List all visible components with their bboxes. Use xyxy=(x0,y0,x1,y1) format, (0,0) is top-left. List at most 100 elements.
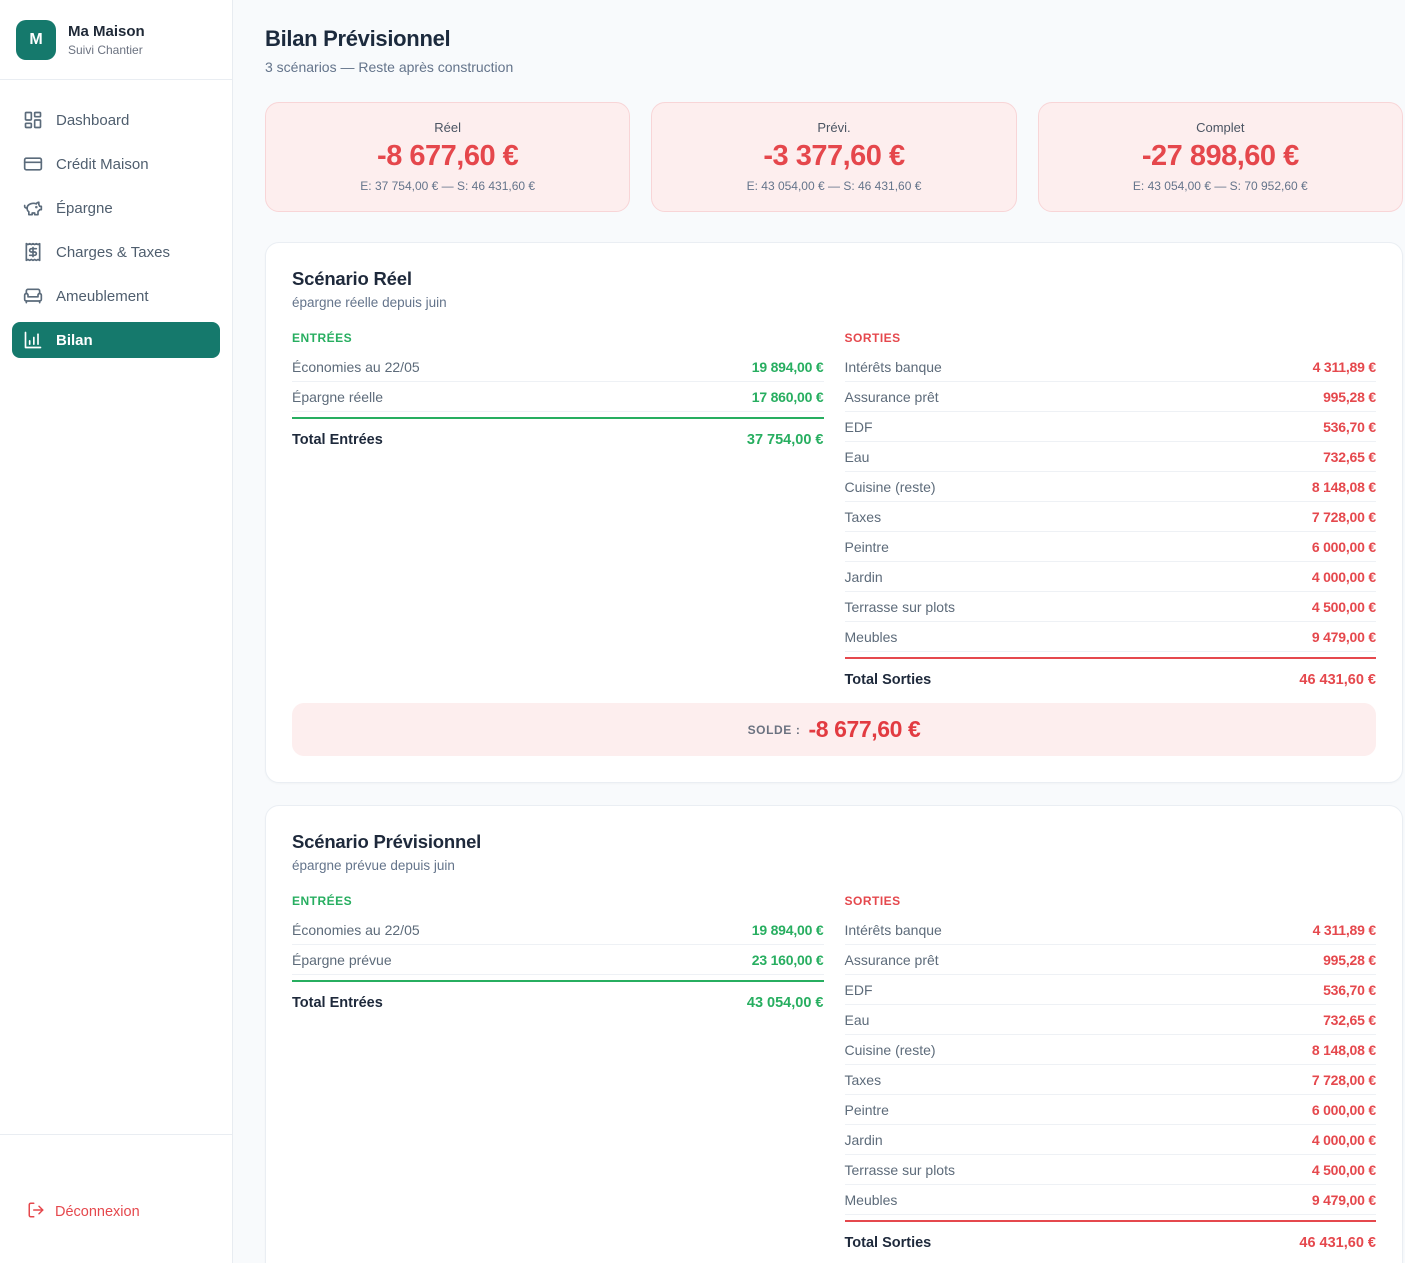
total-value: 43 054,00 € xyxy=(746,995,824,1011)
row-value: 995,28 € xyxy=(1323,951,1376,968)
bar-chart-icon xyxy=(23,330,43,350)
summary-card-reel: Réel -8 677,60 € E: 37 754,00 € — S: 46 … xyxy=(265,102,631,212)
solde-value: -8 677,60 € xyxy=(808,716,921,742)
sortie-row: EDF 536,70 € xyxy=(844,412,1376,442)
sorties-total-row: Total Sorties 46 431,60 € xyxy=(844,1220,1376,1251)
scenario-title: Scénario Réel xyxy=(292,268,412,289)
entries-total-row: Total Entrées 43 054,00 € xyxy=(292,980,824,1011)
row-label: Économies au 22/05 xyxy=(292,358,420,375)
row-value: 536,70 € xyxy=(1323,981,1376,998)
sortie-row: Cuisine (reste) 8 148,08 € xyxy=(844,1035,1376,1065)
row-label: Peintre xyxy=(844,538,889,555)
row-value: 4 500,00 € xyxy=(1311,1161,1376,1178)
row-value: 19 894,00 € xyxy=(751,921,824,938)
summary-amount: -8 677,60 € xyxy=(377,140,519,172)
scenario-subtitle: épargne prévue depuis juin xyxy=(292,858,455,873)
row-label: Eau xyxy=(844,448,870,465)
row-label: Peintre xyxy=(844,1101,889,1118)
page-subtitle: 3 scénarios — Reste après construction xyxy=(265,59,514,75)
row-label: Jardin xyxy=(844,1131,883,1148)
sortie-row: Eau 732,65 € xyxy=(844,442,1376,472)
sidebar-item-charges-taxes[interactable]: Charges & Taxes xyxy=(12,234,220,270)
scenario-card-reel: Scénario Réel épargne réelle depuis juin… xyxy=(265,242,1403,783)
summary-detail: E: 43 054,00 € — S: 46 431,60 € xyxy=(746,179,922,193)
sortie-row: Terrasse sur plots 4 500,00 € xyxy=(844,592,1376,622)
row-value: 4 311,89 € xyxy=(1312,921,1377,938)
piggy-bank-icon xyxy=(23,198,43,218)
sortie-row: Taxes 7 728,00 € xyxy=(844,1065,1376,1095)
entry-row: Épargne réelle 17 860,00 € xyxy=(292,382,824,412)
row-label: Terrasse sur plots xyxy=(844,1161,955,1178)
summary-label: Prévi. xyxy=(817,120,851,135)
scenario-title: Scénario Prévisionnel xyxy=(292,831,482,852)
sorties-heading: SORTIES xyxy=(844,331,901,345)
scenario-subtitle: épargne réelle depuis juin xyxy=(292,295,447,310)
row-value: 995,28 € xyxy=(1323,388,1376,405)
row-value: 17 860,00 € xyxy=(751,388,824,405)
entries-heading: ENTRÉES xyxy=(292,894,353,908)
summary-card-complet: Complet -27 898,60 € E: 43 054,00 € — S:… xyxy=(1037,102,1403,212)
row-label: EDF xyxy=(844,418,873,435)
sortie-row: Intérêts banque 4 311,89 € xyxy=(844,915,1377,945)
row-value: 732,65 € xyxy=(1323,1011,1376,1028)
sidebar-item-bilan[interactable]: Bilan xyxy=(12,322,220,358)
row-label: Intérêts banque xyxy=(844,358,942,375)
dashboard-grid-icon xyxy=(23,110,43,130)
row-label: Meubles xyxy=(844,628,898,645)
total-label: Total Entrées xyxy=(292,432,383,448)
row-label: Cuisine (reste) xyxy=(844,478,936,495)
sorties-heading: SORTIES xyxy=(844,894,901,908)
sorties-column: SORTIES Intérêts banque 4 311,89 € Assur… xyxy=(844,894,1377,1251)
row-value: 536,70 € xyxy=(1323,418,1376,435)
row-label: Taxes xyxy=(844,1071,882,1088)
app-logo: M xyxy=(16,20,56,60)
row-value: 8 148,08 € xyxy=(1311,478,1376,495)
row-label: Meubles xyxy=(844,1191,898,1208)
row-value: 732,65 € xyxy=(1323,448,1376,465)
sidebar-nav: Dashboard Crédit Maison Épargne Charges … xyxy=(0,80,232,380)
sidebar-divider-top xyxy=(0,79,232,80)
sidebar-item-credit-maison[interactable]: Crédit Maison xyxy=(12,146,220,182)
main-content: Bilan Prévisionnel 3 scénarios — Reste a… xyxy=(233,0,1405,1263)
scenario-card-previsionnel: Scénario Prévisionnel épargne prévue dep… xyxy=(265,805,1403,1263)
app-name: Ma Maison xyxy=(68,23,145,40)
logout-label: Déconnexion xyxy=(55,1204,140,1220)
sortie-row: Cuisine (reste) 8 148,08 € xyxy=(844,472,1376,502)
total-label: Total Sorties xyxy=(844,1235,932,1251)
sortie-row: Meubles 9 479,00 € xyxy=(844,622,1376,652)
scenario-columns: ENTRÉES Économies au 22/05 19 894,00 € É… xyxy=(292,331,1376,688)
sofa-icon xyxy=(23,286,43,306)
entries-heading: ENTRÉES xyxy=(292,331,353,345)
sortie-row: Terrasse sur plots 4 500,00 € xyxy=(844,1155,1376,1185)
row-value: 9 479,00 € xyxy=(1311,1191,1376,1208)
app-subtitle: Suivi Chantier xyxy=(68,43,143,57)
receipt-icon xyxy=(23,242,43,262)
sidebar-item-epargne[interactable]: Épargne xyxy=(12,190,220,226)
sorties-column: SORTIES Intérêts banque 4 311,89 € Assur… xyxy=(844,331,1376,688)
row-label: Cuisine (reste) xyxy=(844,1041,936,1058)
row-label: Eau xyxy=(844,1011,870,1028)
sortie-row: Assurance prêt 995,28 € xyxy=(844,382,1376,412)
sidebar-item-label: Épargne xyxy=(56,199,113,217)
solde-banner: SOLDE : -8 677,60 € xyxy=(292,703,1376,756)
sidebar-item-label: Charges & Taxes xyxy=(56,243,170,261)
sidebar-item-dashboard[interactable]: Dashboard xyxy=(12,102,220,138)
sortie-row: Peintre 6 000,00 € xyxy=(844,532,1376,562)
scenario-columns: ENTRÉES Économies au 22/05 19 894,00 € É… xyxy=(292,894,1376,1251)
sidebar-item-ameublement[interactable]: Ameublement xyxy=(12,278,220,314)
sortie-row: Taxes 7 728,00 € xyxy=(844,502,1376,532)
summary-grid: Réel -8 677,60 € E: 37 754,00 € — S: 46 … xyxy=(265,102,1403,212)
entry-row: Épargne prévue 23 160,00 € xyxy=(292,945,824,975)
sortie-row: Jardin 4 000,00 € xyxy=(844,562,1376,592)
sidebar-bottom: Déconnexion xyxy=(0,1134,232,1263)
row-value: 8 148,08 € xyxy=(1311,1041,1376,1058)
logout-button[interactable]: Déconnexion xyxy=(11,1201,232,1223)
sortie-row: Intérêts banque 4 311,89 € xyxy=(844,352,1376,382)
sidebar-item-label: Bilan xyxy=(56,331,93,349)
row-value: 4 000,00 € xyxy=(1311,568,1376,585)
row-value: 23 160,00 € xyxy=(751,951,824,968)
row-value: 19 894,00 € xyxy=(751,358,824,375)
sortie-row: Peintre 6 000,00 € xyxy=(844,1095,1376,1125)
total-label: Total Entrées xyxy=(292,995,383,1011)
